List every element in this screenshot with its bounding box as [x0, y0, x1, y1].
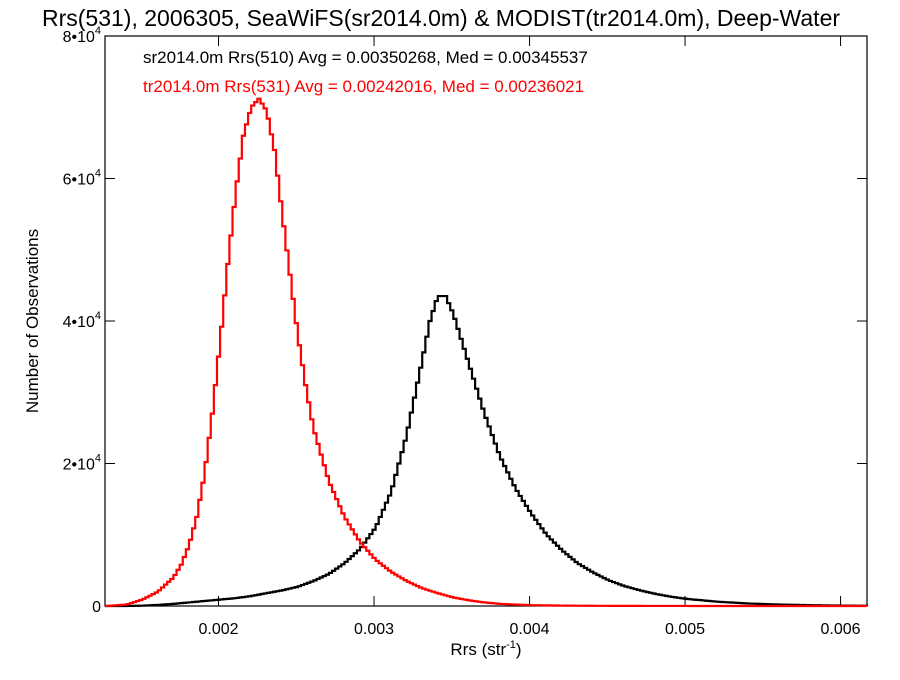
x-tick-label: 0.006: [821, 621, 861, 638]
y-axis-ticks: 0 2•104 4•104 6•104 8•104: [63, 25, 867, 616]
y-tick-label: 0: [92, 599, 101, 616]
x-axis-label-main: Rrs (str: [450, 640, 506, 659]
y-tick-label: 8•104: [63, 25, 101, 46]
x-tick-label: 0.004: [510, 621, 550, 638]
chart-title: Rrs(531), 2006305, SeaWiFS(sr2014.0m) & …: [42, 5, 840, 31]
legend-entry-tr2014: tr2014.0m Rrs(531) Avg = 0.00242016, Med…: [143, 77, 584, 96]
legend-entry-sr2014: sr2014.0m Rrs(510) Avg = 0.00350268, Med…: [143, 48, 588, 67]
series-group: [105, 97, 869, 608]
x-axis-label-sup: -1: [506, 639, 516, 651]
x-tick-label: 0.003: [354, 621, 394, 638]
x-tick-label: 0.002: [198, 621, 238, 638]
x-tick-label: 0.005: [665, 621, 705, 638]
y-tick-label: 6•104: [63, 168, 101, 189]
x-axis-label: Rrs (str-1): [450, 639, 521, 659]
x-axis-label-end: ): [516, 640, 522, 659]
y-tick-label: 4•104: [63, 310, 101, 331]
plot-frame: [104, 35, 868, 607]
series-line-0: [105, 294, 869, 608]
series-line-1: [105, 97, 867, 608]
x-axis-ticks: 0.002 0.003 0.004 0.005 0.006: [198, 36, 861, 638]
y-axis-label: Number of Observations: [23, 229, 42, 413]
y-tick-label: 2•104: [63, 453, 101, 474]
